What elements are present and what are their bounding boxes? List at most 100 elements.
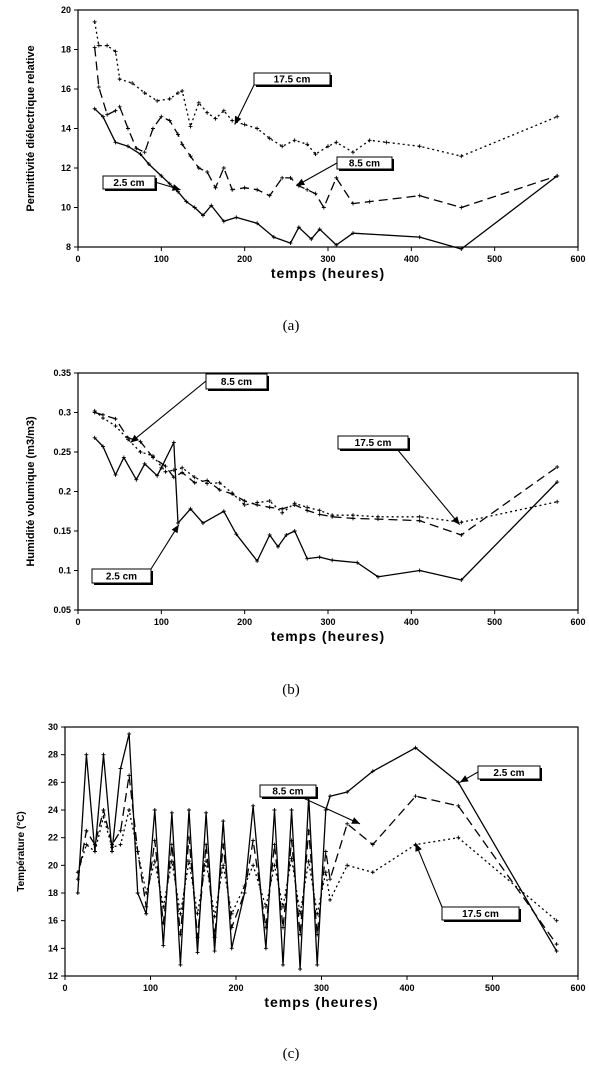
data-point	[161, 921, 166, 926]
data-point	[317, 508, 322, 513]
data-point	[345, 863, 350, 868]
panel-caption: (c)	[283, 1046, 300, 1062]
y-tick-label: 0.25	[53, 447, 71, 457]
data-point	[113, 472, 118, 477]
data-point	[144, 904, 149, 909]
data-point	[212, 949, 217, 954]
data-point	[555, 173, 560, 178]
y-tick-label: 0.35	[53, 368, 71, 378]
data-point	[144, 911, 149, 916]
arrow-head	[415, 843, 422, 852]
data-point	[417, 518, 422, 523]
data-point	[251, 838, 256, 843]
data-point	[315, 962, 320, 967]
x-axis-label: temps (heures)	[271, 628, 385, 644]
data-point	[159, 114, 164, 119]
data-point	[292, 138, 297, 143]
data-point	[305, 187, 310, 192]
data-point	[459, 154, 464, 159]
x-tick-label: 100	[154, 254, 169, 264]
data-point	[101, 114, 105, 119]
data-point	[180, 465, 185, 470]
data-point	[306, 859, 311, 864]
x-tick-label: 400	[404, 617, 419, 627]
data-point	[271, 235, 276, 240]
y-tick-label: 12	[61, 163, 71, 173]
data-point	[280, 175, 285, 180]
data-point	[101, 808, 106, 812]
annotation-label: 2.5 cm	[113, 178, 144, 189]
arrow-head	[296, 178, 305, 186]
plot-frame	[64, 726, 579, 977]
data-point	[255, 221, 260, 226]
data-point	[75, 891, 80, 895]
data-point	[456, 803, 461, 808]
data-point	[459, 577, 464, 582]
data-point	[555, 465, 560, 470]
data-point	[334, 175, 339, 180]
data-point	[155, 98, 160, 103]
data-point	[180, 88, 185, 93]
data-point	[213, 116, 218, 121]
x-tick-label: 200	[228, 983, 243, 993]
x-tick-label: 600	[570, 983, 585, 993]
data-point	[221, 863, 226, 868]
x-tick-label: 0	[75, 254, 80, 264]
arrow-head	[351, 817, 360, 824]
data-point	[280, 506, 285, 511]
data-point	[267, 136, 272, 141]
data-point	[345, 821, 350, 826]
data-point	[96, 43, 101, 48]
data-point	[267, 498, 272, 503]
data-point	[221, 819, 226, 824]
data-point	[326, 144, 330, 149]
data-point	[205, 481, 210, 486]
data-point	[176, 90, 180, 95]
annotation-label: 2.5 cm	[106, 572, 137, 583]
data-point	[159, 465, 164, 470]
data-point	[127, 808, 132, 812]
data-point	[151, 126, 155, 131]
data-point	[84, 828, 89, 833]
data-point	[212, 914, 217, 919]
data-point	[298, 932, 303, 937]
data-point	[289, 838, 294, 843]
data-point	[351, 201, 355, 206]
data-point	[163, 464, 168, 469]
data-point	[178, 911, 183, 916]
y-tick-label: 0.05	[53, 605, 71, 615]
y-tick-label: 8	[66, 242, 71, 252]
y-tick-label: 18	[48, 888, 58, 898]
chart-panel: 0 100 200 300 400 500 600 0.05 0.1 0.15 0.2 0.25 0.3…	[25, 368, 586, 698]
data-point	[330, 513, 335, 518]
data-point	[280, 510, 285, 515]
data-point	[554, 949, 559, 954]
data-point	[229, 911, 234, 916]
data-point	[459, 246, 464, 251]
data-point	[127, 731, 132, 736]
data-point	[188, 154, 193, 159]
data-point	[229, 925, 234, 930]
y-axis-label: Permittivité diélectrique relative	[25, 45, 37, 211]
annotation-arrow	[150, 524, 180, 570]
x-tick-label: 600	[570, 617, 585, 627]
series-line	[77, 809, 558, 922]
data-point	[92, 19, 97, 24]
panel-caption: (b)	[282, 682, 300, 698]
data-point	[242, 185, 247, 190]
data-point	[334, 140, 339, 145]
data-point	[178, 962, 183, 967]
x-axis-label: temps (heures)	[264, 994, 378, 1010]
data-point	[351, 150, 355, 155]
arrow-head	[451, 516, 460, 525]
data-point	[272, 808, 277, 812]
data-point	[321, 205, 326, 210]
data-point	[355, 560, 360, 565]
data-point	[315, 932, 320, 937]
data-point	[138, 450, 143, 454]
data-point	[255, 559, 260, 564]
data-point	[138, 439, 143, 444]
data-point	[142, 90, 147, 95]
data-point	[459, 520, 464, 525]
data-point	[345, 790, 350, 795]
